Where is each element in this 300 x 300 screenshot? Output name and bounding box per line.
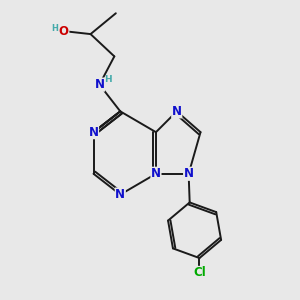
Text: N: N [94, 78, 104, 91]
Text: N: N [184, 167, 194, 180]
Text: N: N [151, 167, 161, 180]
Text: H: H [51, 24, 58, 33]
Text: N: N [115, 188, 125, 201]
Text: O: O [59, 25, 69, 38]
Text: Cl: Cl [193, 266, 206, 279]
Text: H: H [104, 75, 112, 84]
Text: N: N [88, 126, 98, 139]
Text: N: N [172, 105, 182, 118]
